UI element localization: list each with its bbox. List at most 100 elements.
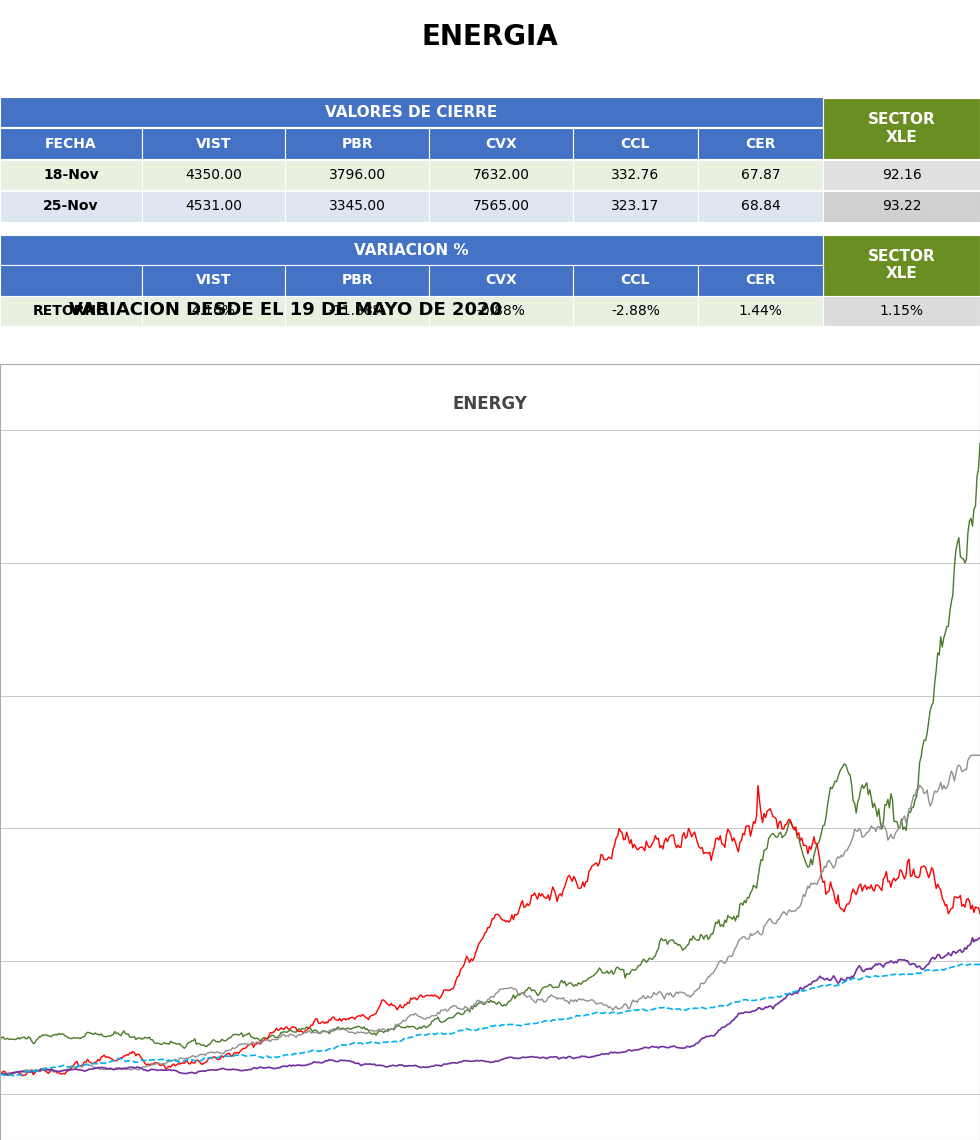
CER bbox=[8, 1069, 20, 1083]
Text: SECTOR
XLE: SECTOR XLE bbox=[867, 249, 936, 282]
FancyBboxPatch shape bbox=[429, 266, 572, 295]
PBR bbox=[690, 831, 702, 845]
Line: CER: CER bbox=[0, 964, 980, 1076]
FancyBboxPatch shape bbox=[823, 295, 980, 326]
CCL bbox=[764, 999, 776, 1012]
FancyBboxPatch shape bbox=[572, 160, 698, 190]
CER bbox=[974, 958, 980, 971]
VIST bbox=[676, 943, 688, 956]
Line: CVX: CVX bbox=[0, 755, 980, 1074]
FancyBboxPatch shape bbox=[698, 129, 823, 158]
FancyBboxPatch shape bbox=[429, 222, 572, 253]
Text: 3796.00: 3796.00 bbox=[328, 168, 386, 182]
Text: 18-Nov: 18-Nov bbox=[43, 168, 99, 182]
FancyBboxPatch shape bbox=[823, 235, 980, 295]
Text: CVX: CVX bbox=[485, 137, 516, 150]
CVX bbox=[482, 993, 494, 1007]
Text: VARIACION DESDE EL 19 DE MAYO DE 2020: VARIACION DESDE EL 19 DE MAYO DE 2020 bbox=[69, 301, 502, 319]
FancyBboxPatch shape bbox=[0, 97, 823, 128]
CER bbox=[624, 1004, 636, 1018]
PBR bbox=[752, 779, 763, 792]
CCL bbox=[624, 1043, 636, 1057]
FancyBboxPatch shape bbox=[141, 222, 285, 253]
CCL bbox=[482, 1054, 494, 1068]
Text: 7565.00: 7565.00 bbox=[472, 200, 529, 213]
Line: PBR: PBR bbox=[0, 785, 980, 1076]
Text: 93.22: 93.22 bbox=[882, 200, 921, 213]
FancyBboxPatch shape bbox=[429, 129, 572, 158]
FancyBboxPatch shape bbox=[823, 222, 980, 253]
Text: RETORNO: RETORNO bbox=[32, 303, 109, 318]
CER bbox=[482, 1020, 494, 1034]
CVX bbox=[0, 1067, 8, 1081]
FancyBboxPatch shape bbox=[285, 192, 429, 221]
Text: VIST: VIST bbox=[196, 274, 231, 287]
VIST bbox=[0, 1033, 6, 1047]
FancyBboxPatch shape bbox=[823, 192, 980, 221]
CVX bbox=[974, 748, 980, 762]
Text: -11.88%: -11.88% bbox=[328, 303, 386, 318]
PBR bbox=[765, 806, 777, 820]
FancyBboxPatch shape bbox=[572, 222, 698, 253]
Text: 4350.00: 4350.00 bbox=[185, 168, 242, 182]
Text: -0.88%: -0.88% bbox=[476, 303, 525, 318]
Text: PBR: PBR bbox=[341, 137, 373, 150]
CER bbox=[963, 958, 975, 971]
FancyBboxPatch shape bbox=[572, 295, 698, 326]
PBR bbox=[974, 907, 980, 921]
Text: -2.88%: -2.88% bbox=[611, 303, 660, 318]
FancyBboxPatch shape bbox=[429, 295, 572, 326]
FancyBboxPatch shape bbox=[572, 266, 698, 295]
CER bbox=[764, 991, 776, 1004]
Text: 332.76: 332.76 bbox=[612, 168, 660, 182]
FancyBboxPatch shape bbox=[0, 266, 141, 295]
Text: CER: CER bbox=[746, 274, 776, 287]
CCL bbox=[3, 1068, 15, 1082]
FancyBboxPatch shape bbox=[285, 295, 429, 326]
CCL bbox=[974, 930, 980, 944]
FancyBboxPatch shape bbox=[698, 192, 823, 221]
CVX bbox=[624, 1001, 636, 1015]
VIST bbox=[482, 994, 494, 1008]
CVX bbox=[676, 986, 688, 1000]
FancyBboxPatch shape bbox=[141, 160, 285, 190]
VIST bbox=[624, 967, 636, 980]
FancyBboxPatch shape bbox=[0, 192, 141, 221]
Text: CVX: CVX bbox=[485, 274, 516, 287]
FancyBboxPatch shape bbox=[141, 266, 285, 295]
VIST bbox=[178, 1042, 190, 1056]
FancyBboxPatch shape bbox=[0, 160, 141, 190]
FancyBboxPatch shape bbox=[698, 160, 823, 190]
FancyBboxPatch shape bbox=[572, 192, 698, 221]
Line: CCL: CCL bbox=[0, 937, 980, 1075]
CER bbox=[0, 1068, 6, 1082]
Text: PBR: PBR bbox=[341, 274, 373, 287]
PBR bbox=[624, 837, 636, 850]
CCL bbox=[676, 1041, 688, 1054]
VIST bbox=[974, 437, 980, 450]
CCL bbox=[257, 1061, 269, 1075]
Text: 3345.00: 3345.00 bbox=[328, 200, 385, 213]
CER bbox=[257, 1051, 269, 1065]
CVX bbox=[764, 912, 776, 926]
FancyBboxPatch shape bbox=[0, 295, 141, 326]
Text: 1.15%: 1.15% bbox=[880, 303, 923, 318]
FancyBboxPatch shape bbox=[285, 222, 429, 253]
PBR bbox=[482, 921, 494, 935]
Text: VIST: VIST bbox=[196, 137, 231, 150]
CVX bbox=[257, 1034, 269, 1048]
Text: ENERGY: ENERGY bbox=[453, 394, 527, 413]
Line: VIST: VIST bbox=[0, 443, 980, 1049]
PBR bbox=[257, 1034, 269, 1048]
Text: VALORES DE CIERRE: VALORES DE CIERRE bbox=[325, 105, 498, 120]
Text: 323.17: 323.17 bbox=[612, 200, 660, 213]
CER bbox=[690, 1002, 702, 1016]
Text: 25-Nov: 25-Nov bbox=[43, 200, 99, 213]
FancyBboxPatch shape bbox=[698, 295, 823, 326]
FancyBboxPatch shape bbox=[0, 235, 823, 266]
PBR bbox=[676, 829, 688, 842]
VIST bbox=[257, 1032, 269, 1045]
Text: CCL: CCL bbox=[620, 137, 650, 150]
CCL bbox=[0, 1067, 6, 1081]
VIST bbox=[690, 933, 702, 946]
